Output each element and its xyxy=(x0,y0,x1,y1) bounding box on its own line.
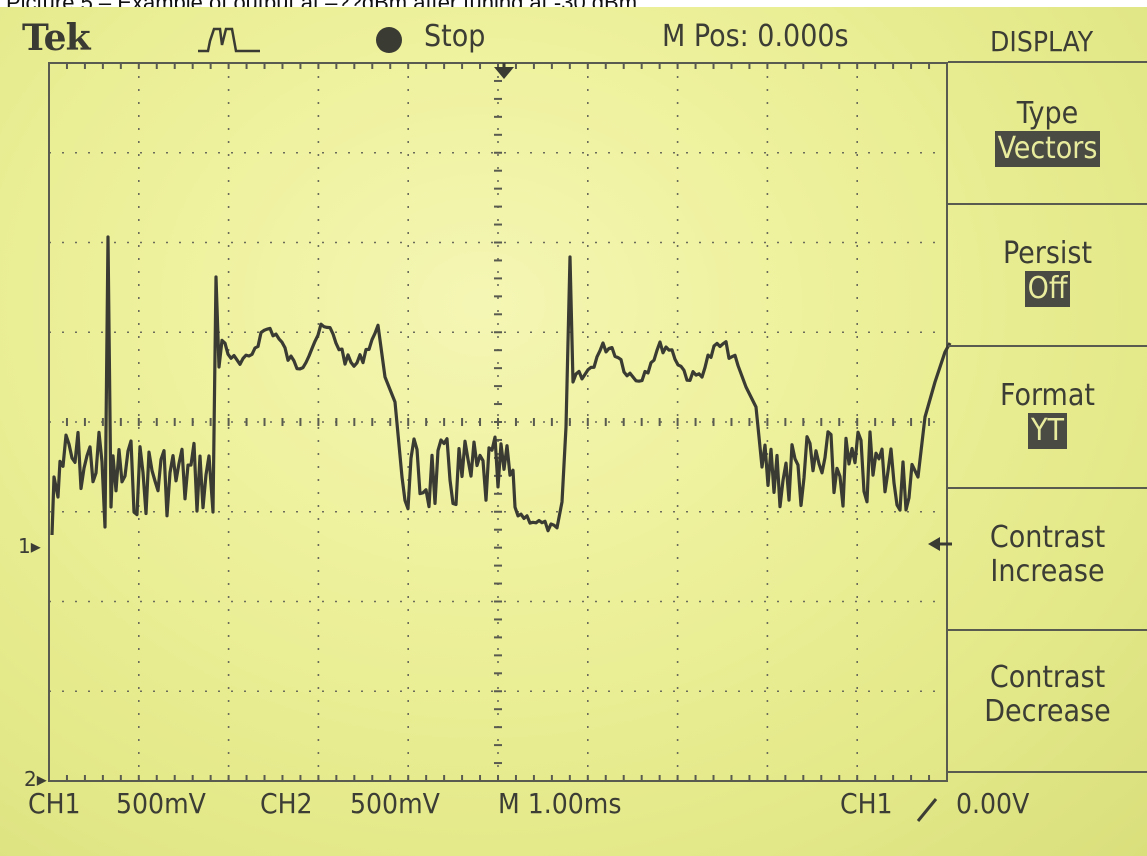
timebase: M 1.00ms xyxy=(498,787,621,820)
ch1-ground-marker: 1▸ xyxy=(18,534,41,558)
ch2-scale: 500mV xyxy=(350,787,440,820)
menu-item-type[interactable]: Type Vectors xyxy=(948,97,1147,167)
menu-divider xyxy=(948,345,1147,347)
menu-divider xyxy=(948,61,1147,63)
menu-item-contrast-decrease[interactable]: Contrast Decrease xyxy=(948,661,1147,729)
trigger-source: CH1 xyxy=(840,787,893,820)
menu-item-contrast-increase[interactable]: Contrast Increase xyxy=(948,521,1147,589)
menu-divider xyxy=(948,203,1147,205)
ch1-scale: 500mV xyxy=(116,787,206,820)
trigger-level: 0.00V xyxy=(956,787,1029,820)
trigger-level-marker xyxy=(928,537,940,551)
menu-divider xyxy=(948,771,1147,773)
ch2-label: CH2 xyxy=(260,787,313,820)
menu-value-persist: Off xyxy=(1025,271,1071,307)
ch1-label: CH1 xyxy=(28,787,81,820)
menu-value-type: Vectors xyxy=(995,131,1101,167)
menu-item-format[interactable]: Format YT xyxy=(948,379,1147,449)
oscilloscope-screen: Tek Stop M Pos: 0.000s DISPLAY 1▸ 2▸ Typ… xyxy=(0,7,1147,856)
menu-value-format: YT xyxy=(1028,413,1067,449)
menu-item-persist[interactable]: Persist Off xyxy=(948,237,1147,307)
rising-edge-icon xyxy=(912,795,942,825)
menu-divider xyxy=(948,487,1147,489)
menu-divider xyxy=(948,629,1147,631)
